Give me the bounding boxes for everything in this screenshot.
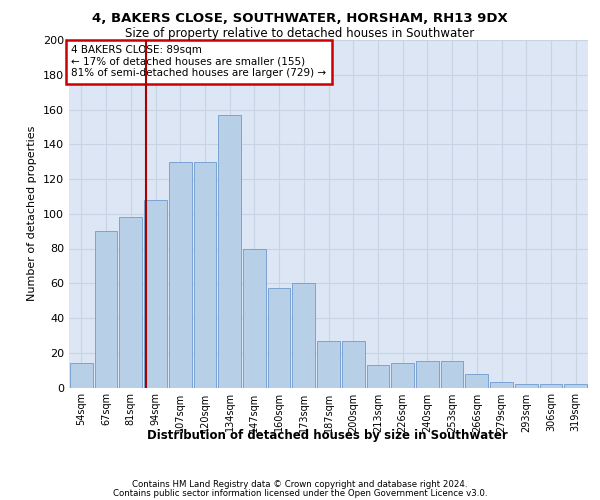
Text: Size of property relative to detached houses in Southwater: Size of property relative to detached ho…: [125, 28, 475, 40]
Y-axis label: Number of detached properties: Number of detached properties: [28, 126, 37, 302]
Bar: [292, 283, 315, 388]
Bar: [70, 363, 93, 388]
Text: 4 BAKERS CLOSE: 89sqm
← 17% of detached houses are smaller (155)
81% of semi-det: 4 BAKERS CLOSE: 89sqm ← 17% of detached …: [71, 45, 326, 78]
Text: Contains HM Land Registry data © Crown copyright and database right 2024.: Contains HM Land Registry data © Crown c…: [132, 480, 468, 489]
Bar: [317, 340, 340, 388]
Bar: [441, 362, 463, 388]
Bar: [539, 384, 562, 388]
Bar: [144, 200, 167, 388]
Bar: [194, 162, 216, 388]
Text: Contains public sector information licensed under the Open Government Licence v3: Contains public sector information licen…: [113, 490, 487, 498]
Bar: [416, 362, 439, 388]
Bar: [169, 162, 191, 388]
Text: 4, BAKERS CLOSE, SOUTHWATER, HORSHAM, RH13 9DX: 4, BAKERS CLOSE, SOUTHWATER, HORSHAM, RH…: [92, 12, 508, 26]
Bar: [515, 384, 538, 388]
Bar: [367, 365, 389, 388]
Bar: [95, 231, 118, 388]
Bar: [243, 248, 266, 388]
Bar: [119, 217, 142, 388]
Text: Distribution of detached houses by size in Southwater: Distribution of detached houses by size …: [146, 430, 508, 442]
Bar: [466, 374, 488, 388]
Bar: [218, 114, 241, 388]
Bar: [564, 384, 587, 388]
Bar: [342, 340, 365, 388]
Bar: [490, 382, 513, 388]
Bar: [268, 288, 290, 388]
Bar: [391, 363, 414, 388]
